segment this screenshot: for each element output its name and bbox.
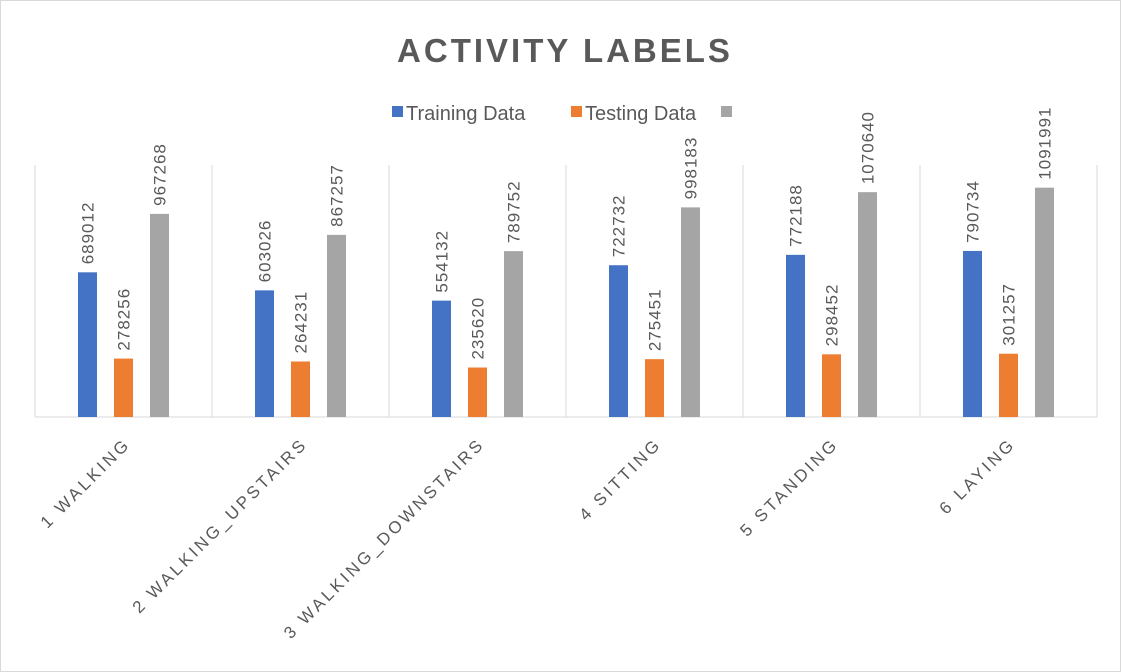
bar [1035, 187, 1054, 417]
bar [609, 265, 628, 417]
bar [327, 234, 346, 417]
legend-swatch [571, 106, 582, 117]
data-label: 264231 [292, 291, 311, 354]
legend-swatch [721, 106, 732, 117]
bar [78, 272, 97, 417]
data-label: 554132 [433, 230, 452, 293]
chart-title: ACTIVITY LABELS [397, 32, 733, 69]
bar [786, 254, 805, 417]
data-label: 235620 [469, 297, 488, 360]
data-label: 998183 [682, 137, 701, 200]
data-label: 1070640 [859, 111, 878, 184]
data-label: 275451 [646, 288, 665, 351]
bar [999, 353, 1018, 417]
bar [291, 361, 310, 417]
data-label: 789752 [505, 180, 524, 243]
data-label: 772188 [787, 184, 806, 247]
data-label: 689012 [79, 202, 98, 265]
bar [150, 213, 169, 417]
data-label: 278256 [115, 288, 134, 351]
bar [114, 358, 133, 417]
data-label: 722732 [610, 194, 629, 257]
bar [468, 367, 487, 417]
legend-label: Training Data [406, 103, 526, 125]
bar [822, 354, 841, 417]
bar [432, 300, 451, 417]
bar [504, 251, 523, 417]
bar [681, 207, 700, 417]
data-label: 967268 [151, 143, 170, 206]
data-label: 301257 [1000, 283, 1019, 346]
bar [963, 250, 982, 417]
data-label: 867257 [328, 164, 347, 227]
bar [645, 359, 664, 417]
legend-label: Testing Data [585, 103, 697, 125]
bar [858, 192, 877, 417]
data-label: 603026 [256, 220, 275, 283]
bar [255, 290, 274, 417]
legend-swatch [392, 106, 403, 117]
data-label: 298452 [823, 284, 842, 347]
data-label: 1091991 [1036, 106, 1055, 179]
data-label: 790734 [964, 180, 983, 243]
